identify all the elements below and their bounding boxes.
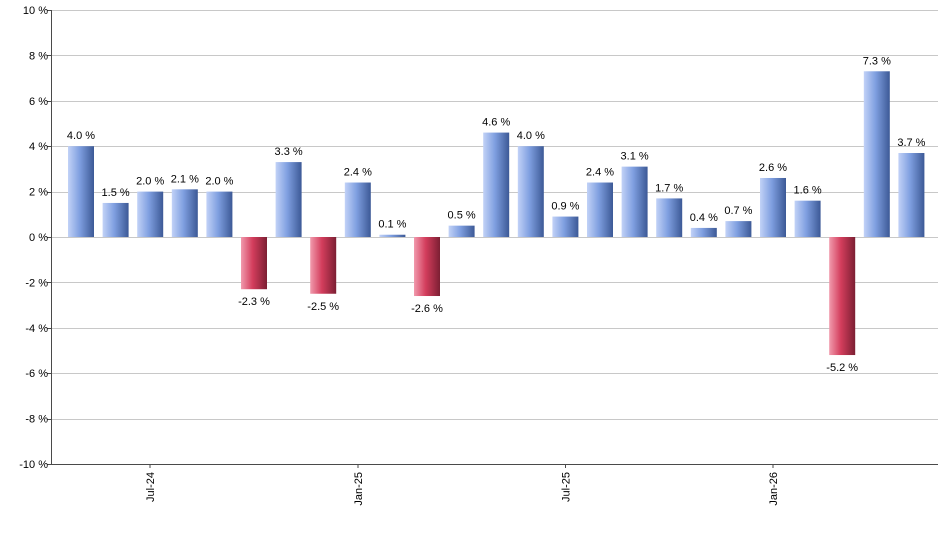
bar-positive bbox=[552, 216, 579, 237]
x-tick-label: Jul-25 bbox=[560, 472, 572, 502]
bar-value-label: 4.0 % bbox=[517, 130, 545, 142]
bar-value-label: 0.7 % bbox=[724, 205, 752, 217]
y-tick-label: -6 % bbox=[25, 368, 48, 380]
y-tick-label: 10 % bbox=[23, 5, 48, 17]
bar-positive bbox=[794, 200, 821, 237]
bar-positive bbox=[379, 234, 406, 237]
x-tick-label: Jan-26 bbox=[768, 472, 780, 506]
bar-value-label: 0.1 % bbox=[378, 219, 406, 231]
bar-value-label: 2.4 % bbox=[586, 167, 614, 179]
bar-value-label: 4.6 % bbox=[482, 117, 510, 129]
bar-value-label: 2.1 % bbox=[171, 173, 199, 185]
bar-value-label: 0.5 % bbox=[448, 210, 476, 222]
bar-negative bbox=[414, 237, 440, 297]
bar-value-label: -2.3 % bbox=[238, 296, 270, 308]
bar-value-label: 3.7 % bbox=[897, 137, 925, 149]
grid-lines bbox=[51, 10, 938, 465]
bar-positive bbox=[517, 146, 544, 237]
y-tick-label: -4 % bbox=[25, 323, 48, 335]
bar-positive bbox=[690, 227, 717, 237]
bar-negative bbox=[241, 237, 267, 290]
bar-value-label: 0.9 % bbox=[551, 201, 579, 213]
bar-value-label: 0.4 % bbox=[690, 212, 718, 224]
bar-positive bbox=[68, 146, 94, 237]
bar-value-label: -5.2 % bbox=[826, 362, 858, 374]
data-labels: 4.0 % 1.5 % 2.0 % 2.1 % 2.0 % -2.3 % 3.3 % -2.5… bbox=[67, 55, 926, 374]
bar-positive bbox=[621, 166, 648, 237]
bar-positive bbox=[102, 202, 129, 237]
bar-positive bbox=[863, 71, 890, 237]
bar-value-label: 2.4 % bbox=[344, 167, 372, 179]
bar-value-label: 1.7 % bbox=[655, 182, 683, 194]
bar-positive bbox=[344, 182, 371, 237]
y-tick-label: 2 % bbox=[29, 187, 48, 199]
bar-positive bbox=[898, 153, 925, 237]
y-tick-label: 6 % bbox=[29, 96, 48, 108]
bar-positive bbox=[171, 189, 198, 237]
bar-positive bbox=[206, 191, 233, 237]
bar-value-label: 7.3 % bbox=[863, 55, 891, 67]
y-tick-label: -8 % bbox=[25, 414, 48, 426]
bar-value-label: 1.6 % bbox=[794, 185, 822, 197]
bar-value-label: 2.0 % bbox=[205, 176, 233, 188]
y-tick-label: 8 % bbox=[29, 50, 48, 62]
bar-positive bbox=[483, 132, 510, 237]
bar-value-label: 1.5 % bbox=[102, 187, 130, 199]
bar-positive bbox=[587, 182, 613, 237]
bar-value-label: 2.6 % bbox=[759, 162, 787, 174]
bar-value-label: -2.6 % bbox=[411, 303, 443, 315]
bars bbox=[68, 71, 925, 356]
x-tick-label: Jan-25 bbox=[353, 472, 365, 506]
bar-value-label: 2.0 % bbox=[136, 176, 164, 188]
bar-positive bbox=[725, 221, 752, 237]
y-tick-label: 0 % bbox=[29, 232, 48, 244]
bar-positive bbox=[137, 191, 164, 237]
bar-positive bbox=[275, 162, 302, 237]
y-tick-label: 4 % bbox=[29, 141, 48, 153]
y-tick-label: -10 % bbox=[19, 459, 48, 471]
bar-negative bbox=[310, 237, 337, 294]
axes: 10 % 8 % 6 % 4 % 2 % 0 % -2 % -4 % -6 % -8 % -10 %… bbox=[19, 5, 938, 506]
bar-value-label: -2.5 % bbox=[307, 301, 339, 313]
bar-value-label: 4.0 % bbox=[67, 130, 95, 142]
x-tick-label: Jul-24 bbox=[145, 472, 157, 502]
bar-positive bbox=[760, 177, 786, 237]
bar-positive bbox=[656, 198, 683, 237]
y-tick-label: -2 % bbox=[25, 277, 48, 289]
bar-positive bbox=[448, 225, 475, 237]
bar-value-label: 3.3 % bbox=[275, 146, 303, 158]
bar-value-label: 3.1 % bbox=[621, 151, 649, 163]
bar-negative bbox=[829, 237, 856, 356]
